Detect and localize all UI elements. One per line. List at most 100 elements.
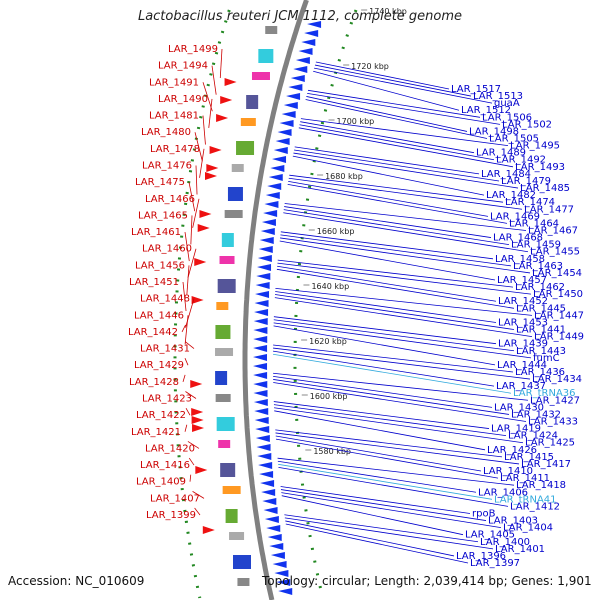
- left-gene-label: LAR_1409: [136, 477, 186, 488]
- feature-block: [215, 325, 231, 339]
- forward-gene-arrow: [220, 96, 233, 104]
- reverse-gene-arrow: [255, 282, 270, 289]
- reverse-gene-arrow: [266, 525, 281, 532]
- right-leader-line: [285, 520, 455, 557]
- kbp-tick-label: 1660 kbp: [317, 227, 355, 236]
- left-leader-line: [194, 507, 201, 516]
- right-leader-line: [274, 294, 515, 330]
- left-leader-line: [186, 265, 190, 295]
- right-gene-label: LAR_1401: [495, 544, 545, 555]
- reverse-gene-arrow: [254, 408, 269, 415]
- right-leader-line: [277, 460, 477, 493]
- forward-gene-arrow: [191, 416, 204, 424]
- right-gene-label: LAR_tRNA36: [513, 388, 576, 399]
- forward-gene-arrow: [195, 466, 208, 474]
- left-gene-label: LAR_1480: [141, 127, 191, 138]
- reverse-gene-arrow: [258, 462, 273, 469]
- right-gene-label: LAR_1405: [465, 530, 515, 541]
- left-gene-label: LAR_1475: [135, 177, 185, 188]
- right-gene-label: LAR_1464: [509, 218, 559, 229]
- left-gene-label: LAR_1422: [136, 410, 186, 421]
- right-leader-line: [283, 209, 510, 246]
- reverse-gene-arrow: [254, 300, 269, 307]
- left-leader-line: [190, 215, 193, 245]
- forward-gene-arrow: [209, 146, 222, 154]
- left-leader-line: [187, 441, 200, 449]
- left-leader-line: [187, 248, 197, 278]
- feature-block: [222, 486, 241, 494]
- right-gene-label: LAR_1474: [505, 197, 555, 208]
- right-leader-line: [293, 152, 519, 189]
- right-gene-label: LAR_1462: [515, 282, 565, 293]
- left-gene-label: LAR_1494: [158, 61, 208, 72]
- right-leader-line: [273, 322, 532, 359]
- right-gene-label: LAR_1437: [496, 381, 546, 392]
- reverse-gene-arrow: [258, 246, 273, 253]
- feature-block: [229, 532, 245, 540]
- reverse-gene-arrow: [304, 30, 319, 37]
- feature-block: [220, 463, 236, 477]
- left-gene-label: LAR_1481: [149, 111, 199, 122]
- feature-block: [265, 26, 278, 34]
- left-leader-line: [182, 374, 186, 382]
- reverse-gene-arrow: [256, 444, 271, 451]
- reverse-gene-arrow: [264, 201, 279, 208]
- reverse-gene-arrow: [257, 255, 272, 262]
- reverse-gene-arrow: [270, 165, 285, 172]
- right-gene-label: LAR_1411: [500, 473, 550, 484]
- right-gene-label: LAR_1479: [501, 176, 551, 187]
- reverse-gene-arrow: [253, 372, 268, 379]
- reverse-gene-arrow: [307, 21, 322, 28]
- right-leader-line: [292, 155, 485, 196]
- right-leader-line: [284, 514, 479, 543]
- reverse-gene-arrow: [255, 435, 270, 442]
- right-gene-label: LAR_1400: [480, 537, 530, 548]
- right-gene-label: LAR_1484: [481, 169, 531, 180]
- left-leader-line: [188, 182, 196, 212]
- right-leader-line: [273, 379, 510, 415]
- right-leader-line: [272, 350, 495, 387]
- feature-block: [236, 141, 255, 155]
- right-leader-line: [277, 265, 497, 302]
- right-leader-line: [275, 429, 503, 458]
- left-leader-line: [195, 165, 198, 195]
- right-gene-label: LAR_1505: [489, 134, 539, 145]
- left-leader-line: [199, 148, 205, 178]
- left-leader-line: [189, 474, 192, 482]
- left-leader-line: [192, 198, 200, 228]
- right-gene-label: LAR_1418: [516, 480, 566, 491]
- right-gene-label: LAR_1419: [491, 424, 541, 435]
- left-gene-label: LAR_1407: [150, 493, 200, 504]
- reverse-gene-arrow: [253, 390, 268, 397]
- kbp-tick-label: 1620 kbp: [309, 337, 347, 346]
- reverse-gene-arrow: [277, 129, 292, 136]
- right-gene-label: LAR_1444: [497, 360, 547, 371]
- right-gene-label: LAR_1415: [504, 452, 554, 463]
- kbp-tick-label: 1680 kbp: [325, 172, 363, 181]
- left-leader-line: [184, 341, 195, 349]
- left-gene-label: LAR_1461: [131, 227, 181, 238]
- reverse-gene-arrow: [253, 345, 268, 352]
- left-gene-label: LAR_1478: [150, 144, 200, 155]
- right-leader-line: [305, 99, 488, 139]
- left-gene-label: LAR_1499: [168, 44, 218, 55]
- reverse-gene-arrow: [253, 336, 268, 343]
- right-leader-line: [276, 268, 515, 309]
- feature-block: [224, 210, 243, 218]
- left-gene-label: LAR_1421: [131, 427, 181, 438]
- right-gene-label: LAR_1434: [532, 374, 582, 385]
- left-gene-label: LAR_1448: [140, 294, 190, 305]
- feature-block: [233, 555, 252, 569]
- right-leader-line: [280, 231, 494, 260]
- forward-gene-arrow: [205, 172, 218, 180]
- left-leader-line: [184, 358, 189, 366]
- right-gene-label: LAR_1495: [510, 141, 560, 152]
- right-leader-line: [314, 64, 472, 97]
- right-gene-label: LAR_1433: [528, 417, 578, 428]
- right-leader-line: [281, 495, 464, 536]
- forward-gene-arrow: [191, 408, 204, 416]
- forward-gene-arrow: [191, 296, 204, 304]
- forward-gene-arrow: [216, 114, 229, 122]
- reverse-gene-arrow: [263, 210, 278, 217]
